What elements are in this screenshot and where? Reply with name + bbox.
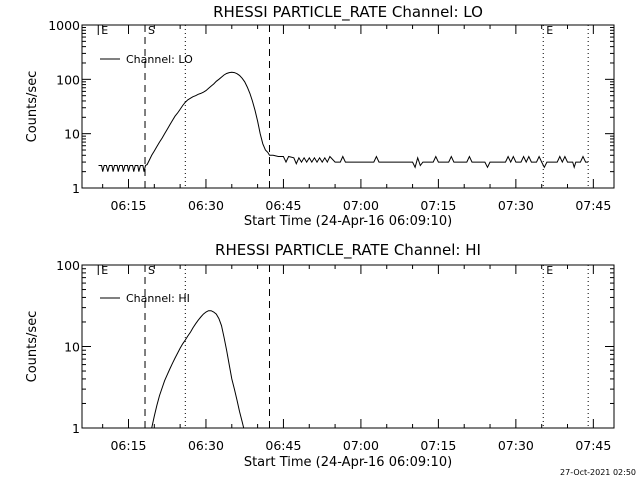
panel-lo-plot-frame xyxy=(81,24,615,189)
x-tick-label: 07:00 xyxy=(343,198,379,213)
x-tick-label: 06:45 xyxy=(265,198,301,213)
x-tick-label: 07:30 xyxy=(498,198,534,213)
marker-label: E xyxy=(101,24,108,37)
panel-lo-y-axis-label: Counts/sec xyxy=(25,71,40,143)
marker-label: S xyxy=(148,264,155,277)
y-tick-label: 10 xyxy=(64,127,80,142)
panel-hi-title: RHESSI PARTICLE_RATE Channel: HI xyxy=(215,241,481,260)
channel-lo-series-line xyxy=(98,71,589,172)
panel-lo-title: RHESSI PARTICLE_RATE Channel: LO xyxy=(213,3,483,22)
panel-hi-y-ticks: 1 10 100 xyxy=(56,258,614,436)
y-tick-label: 1000 xyxy=(48,18,80,33)
y-tick-label: 100 xyxy=(56,258,80,273)
legend-hi-label: Channel: HI xyxy=(126,292,190,305)
marker-label: E xyxy=(546,24,553,37)
panel-lo-x-ticks: 06:15 06:30 06:45 07:00 07:15 07:30 07:45 xyxy=(102,25,611,213)
panel-hi-y-axis-label: Counts/sec xyxy=(25,311,40,383)
y-tick-label: 10 xyxy=(64,340,80,355)
x-tick-label: 07:15 xyxy=(420,438,456,453)
panel-hi-x-axis-label: Start Time (24-Apr-16 06:09:10) xyxy=(244,455,452,470)
panel-hi-x-ticks: 06:15 06:30 06:45 07:00 07:15 07:30 07:45 xyxy=(102,265,611,453)
y-tick-label: 100 xyxy=(56,72,80,87)
panel-lo: RHESSI PARTICLE_RATE Channel: LO 1101001… xyxy=(25,3,615,229)
y-tick-label: 1 xyxy=(72,181,80,196)
panel-hi: RHESSI PARTICLE_RATE Channel: HI 110100 … xyxy=(25,241,615,470)
panel-lo-x-axis-label: Start Time (24-Apr-16 06:09:10) xyxy=(244,214,452,229)
x-tick-label: 07:45 xyxy=(575,198,611,213)
generated-timestamp: 27-Oct-2021 02:50 xyxy=(560,468,636,477)
panel-lo-y-ticks: 1 10 100 1000 xyxy=(48,18,614,196)
marker-label: E xyxy=(546,264,553,277)
x-tick-label: 06:30 xyxy=(188,198,224,213)
x-tick-label: 07:15 xyxy=(420,198,456,213)
legend-lo-label: Channel: LO xyxy=(126,53,193,66)
x-tick-label: 07:00 xyxy=(343,438,379,453)
marker-label: E xyxy=(101,264,108,277)
x-tick-label: 07:30 xyxy=(498,438,534,453)
x-tick-label: 06:15 xyxy=(110,438,146,453)
marker-label: S xyxy=(148,24,155,37)
x-tick-label: 06:30 xyxy=(188,438,224,453)
channel-hi-series-line xyxy=(151,310,245,429)
panel-hi-plot-frame xyxy=(81,264,615,429)
y-tick-label: 1 xyxy=(72,421,80,436)
x-tick-label: 06:15 xyxy=(110,198,146,213)
x-tick-label: 07:45 xyxy=(575,438,611,453)
x-tick-label: 06:45 xyxy=(265,438,301,453)
